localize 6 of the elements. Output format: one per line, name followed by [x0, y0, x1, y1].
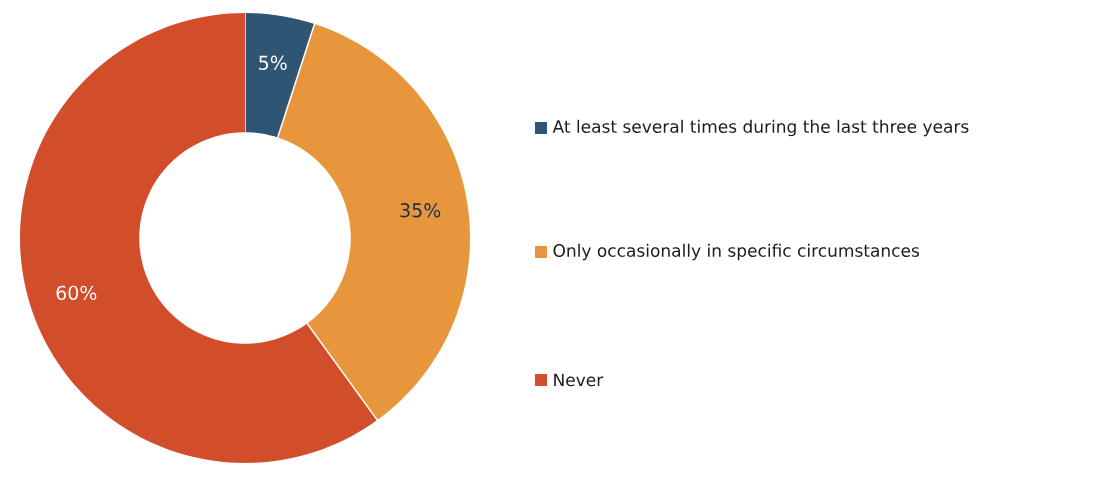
data-label: 60% [56, 285, 97, 300]
data-label: 35% [400, 203, 441, 218]
data-label: 5% [259, 55, 287, 70]
legend-label: At least several times during the last three years [552, 119, 969, 137]
legend-label: Only occasionally in specific circumstances [553, 243, 920, 261]
legend-label: Never [554, 373, 604, 387]
